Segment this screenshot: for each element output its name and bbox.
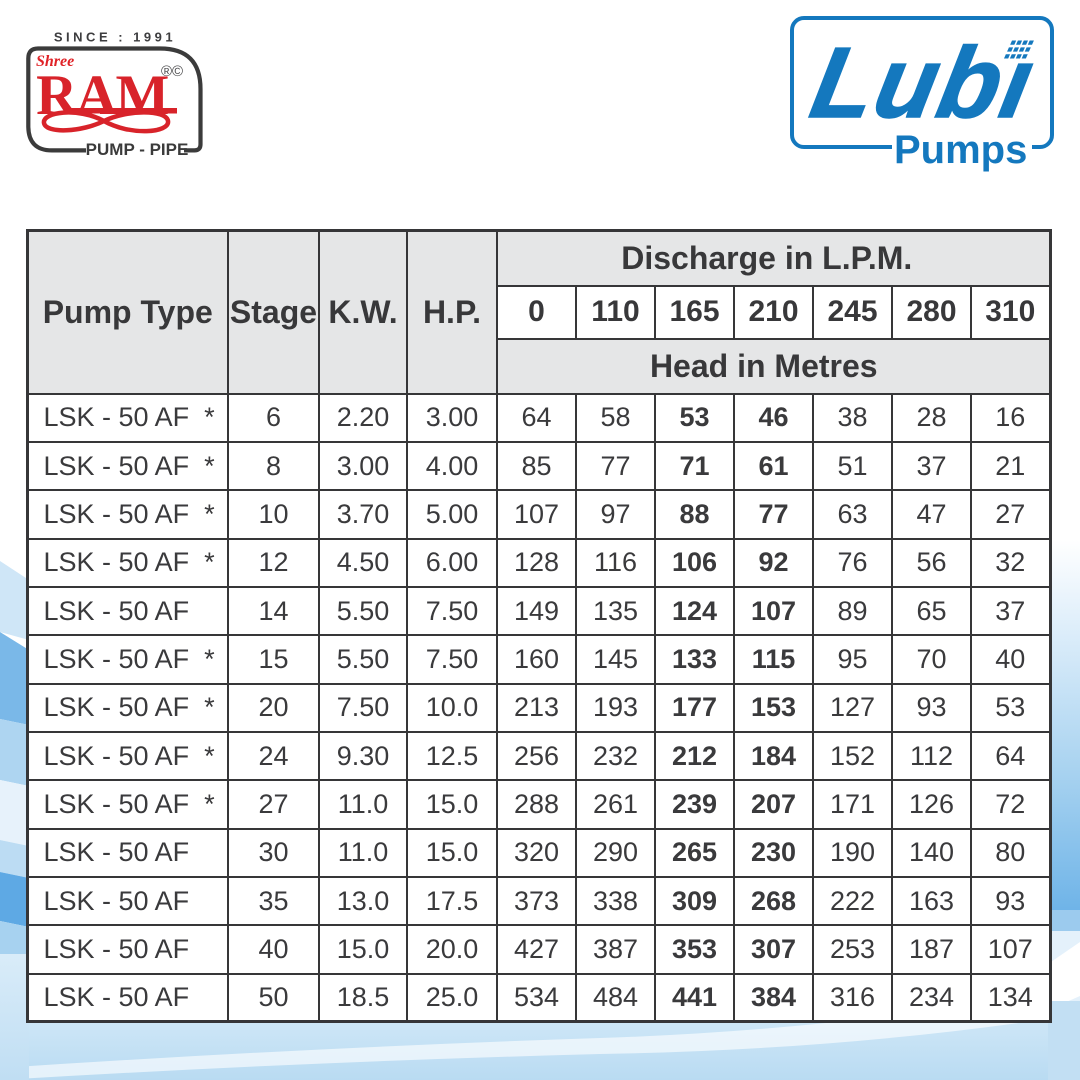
svg-text:Shree: Shree xyxy=(36,53,74,70)
svg-text:Lubı: Lubı xyxy=(803,28,1044,139)
svg-text:PUMP - PIPE: PUMP - PIPE xyxy=(86,140,189,159)
svg-text:RAM: RAM xyxy=(36,64,168,127)
svg-text:®©: ®© xyxy=(161,63,183,80)
svg-text:SINCE : 1991: SINCE : 1991 xyxy=(54,30,176,45)
svg-text:Pumps: Pumps xyxy=(894,128,1027,172)
